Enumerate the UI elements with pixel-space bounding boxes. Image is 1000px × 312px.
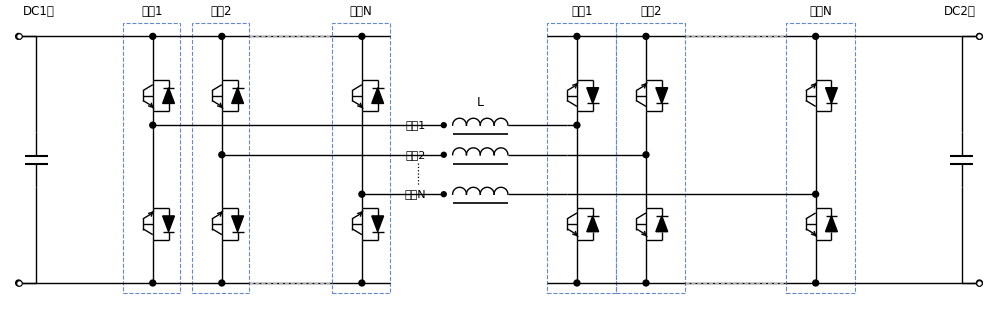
Polygon shape xyxy=(232,88,244,104)
Text: 模块N: 模块N xyxy=(809,5,832,18)
Circle shape xyxy=(441,123,446,128)
Polygon shape xyxy=(232,216,244,232)
Text: L: L xyxy=(477,96,484,110)
Text: 模块2: 模块2 xyxy=(640,5,662,18)
Circle shape xyxy=(813,280,819,286)
Text: 模块1: 模块1 xyxy=(571,5,593,18)
Bar xyxy=(332,22,390,293)
Circle shape xyxy=(976,33,982,39)
Bar xyxy=(616,22,685,293)
Bar xyxy=(192,22,249,293)
Circle shape xyxy=(813,33,819,39)
Text: 模块1: 模块1 xyxy=(141,5,163,18)
Circle shape xyxy=(643,280,649,286)
Circle shape xyxy=(16,280,22,286)
Circle shape xyxy=(441,192,446,197)
Circle shape xyxy=(574,280,580,286)
Circle shape xyxy=(643,33,649,39)
Circle shape xyxy=(219,33,225,39)
Text: 模块N: 模块N xyxy=(350,5,372,18)
Text: 绕组1: 绕组1 xyxy=(406,120,426,130)
Circle shape xyxy=(441,152,446,157)
Circle shape xyxy=(219,152,225,158)
Polygon shape xyxy=(372,88,384,104)
Polygon shape xyxy=(587,216,599,232)
Polygon shape xyxy=(656,88,668,104)
Circle shape xyxy=(813,191,819,197)
Text: 绕组2: 绕组2 xyxy=(406,150,426,160)
Circle shape xyxy=(574,122,580,128)
Circle shape xyxy=(359,33,365,39)
Polygon shape xyxy=(163,216,174,232)
Circle shape xyxy=(976,280,982,286)
Circle shape xyxy=(359,191,365,197)
Polygon shape xyxy=(656,216,668,232)
Polygon shape xyxy=(372,216,384,232)
Polygon shape xyxy=(163,88,174,104)
Circle shape xyxy=(16,33,22,39)
Text: 模块2: 模块2 xyxy=(210,5,232,18)
Circle shape xyxy=(574,33,580,39)
Bar xyxy=(786,22,855,293)
Circle shape xyxy=(643,152,649,158)
Circle shape xyxy=(359,280,365,286)
Text: DC2侧: DC2侧 xyxy=(944,5,976,18)
Text: 绕组N: 绕组N xyxy=(404,189,426,199)
Polygon shape xyxy=(826,88,837,104)
Polygon shape xyxy=(826,216,837,232)
Polygon shape xyxy=(587,88,599,104)
Circle shape xyxy=(150,122,156,128)
Bar xyxy=(123,22,180,293)
Circle shape xyxy=(150,280,156,286)
Bar xyxy=(547,22,616,293)
Circle shape xyxy=(150,33,156,39)
Text: DC1侧: DC1侧 xyxy=(22,5,54,18)
Circle shape xyxy=(219,280,225,286)
